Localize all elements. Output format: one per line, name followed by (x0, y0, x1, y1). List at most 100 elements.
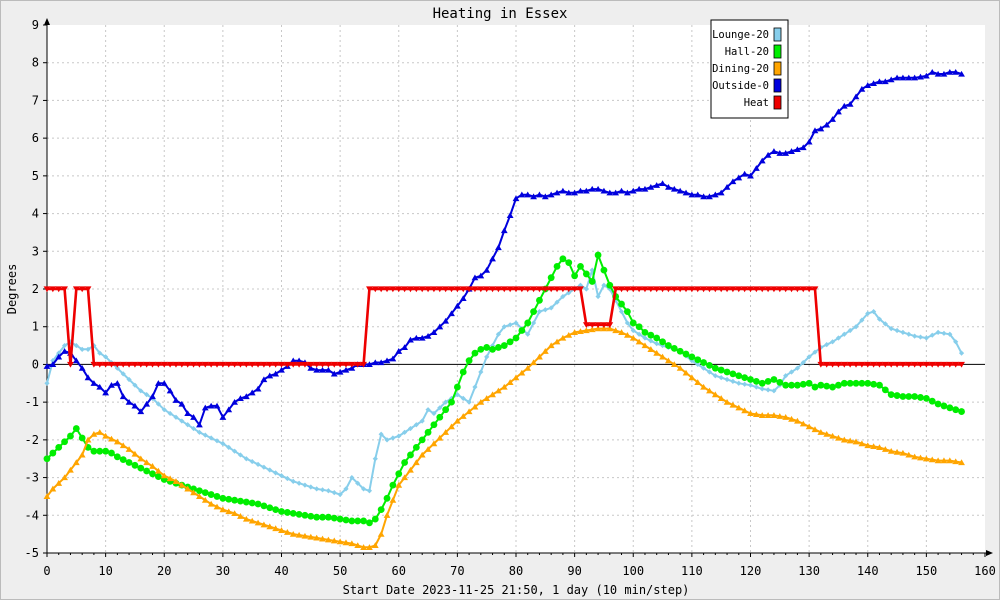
data-point-lounge-20 (308, 484, 314, 490)
data-point-dining-20 (154, 467, 162, 474)
data-point-dining-20 (254, 519, 262, 526)
data-point-dining-20 (418, 451, 426, 458)
data-point-hall-20 (430, 421, 438, 429)
data-point-hall-20 (119, 456, 127, 464)
data-point-dining-20 (618, 329, 625, 335)
data-point-heat (623, 286, 631, 293)
data-point-heat (131, 361, 139, 368)
x-tick-label: 150 (916, 564, 938, 578)
y-tick-label: -3 (25, 471, 39, 485)
data-point-dining-20 (729, 401, 737, 408)
data-point-dining-20 (747, 410, 754, 417)
x-tick-label: 40 (274, 564, 288, 578)
data-point-lounge-20 (372, 456, 378, 462)
data-point-lounge-20 (443, 399, 449, 405)
data-point-dining-20 (149, 463, 156, 469)
data-point-dining-20 (940, 457, 948, 464)
data-point-outside-0 (278, 366, 285, 373)
data-point-lounge-20 (771, 388, 777, 394)
data-point-outside-0 (96, 383, 104, 390)
data-point-lounge-20 (466, 399, 472, 405)
data-point-dining-20 (248, 517, 256, 524)
data-point-outside-0 (835, 108, 842, 115)
data-point-lounge-20 (888, 326, 894, 332)
data-point-hall-20 (295, 510, 303, 518)
data-point-heat (289, 361, 297, 368)
data-point-outside-0 (788, 148, 795, 154)
data-point-lounge-20 (853, 324, 859, 330)
data-point-heat (348, 361, 356, 368)
data-point-lounge-20 (454, 392, 460, 398)
data-point-dining-20 (694, 379, 702, 385)
data-point-heat (366, 286, 373, 293)
data-point-outside-0 (366, 361, 373, 368)
data-point-outside-0 (782, 150, 790, 156)
data-point-heat (149, 361, 156, 368)
data-point-hall-20 (67, 432, 74, 440)
data-point-outside-0 (325, 366, 332, 373)
data-point-outside-0 (395, 348, 403, 354)
data-point-outside-0 (600, 187, 608, 194)
data-point-hall-20 (536, 296, 543, 304)
data-point-outside-0 (436, 323, 444, 330)
data-point-heat (61, 286, 68, 293)
data-point-dining-20 (196, 493, 203, 500)
data-point-lounge-20 (419, 418, 425, 424)
data-point-dining-20 (735, 404, 743, 411)
data-point-hall-20 (366, 519, 373, 527)
data-point-lounge-20 (542, 307, 548, 313)
data-point-lounge-20 (161, 407, 167, 413)
data-point-dining-20 (922, 455, 930, 462)
data-point-outside-0 (893, 74, 901, 81)
data-point-lounge-20 (917, 334, 924, 340)
data-point-heat (84, 286, 92, 293)
data-point-dining-20 (788, 415, 795, 422)
data-point-heat (272, 361, 280, 368)
x-tick-label: 50 (333, 564, 347, 578)
data-point-lounge-20 (402, 429, 408, 435)
data-point-heat (137, 361, 145, 368)
data-point-outside-0 (635, 185, 643, 192)
data-point-dining-20 (172, 478, 180, 484)
data-point-heat (905, 361, 913, 368)
x-tick-label: 120 (740, 564, 762, 578)
data-point-outside-0 (172, 397, 180, 403)
data-point-outside-0 (49, 361, 57, 368)
data-point-hall-20 (371, 515, 379, 523)
data-point-heat (899, 361, 907, 368)
data-point-hall-20 (676, 347, 684, 355)
data-point-dining-20 (794, 417, 801, 424)
data-point-dining-20 (577, 328, 584, 335)
data-point-lounge-20 (923, 335, 929, 341)
data-point-lounge-20 (226, 444, 232, 450)
data-point-hall-20 (125, 459, 133, 466)
y-tick-label: 8 (32, 56, 39, 70)
data-point-hall-20 (647, 331, 655, 339)
data-point-heat (700, 286, 707, 293)
data-point-hall-20 (196, 487, 203, 495)
data-point-hall-20 (330, 514, 338, 522)
data-point-hall-20 (577, 262, 584, 270)
data-point-outside-0 (887, 76, 895, 83)
data-point-dining-20 (559, 334, 567, 341)
data-point-dining-20 (325, 536, 332, 543)
data-point-lounge-20 (261, 464, 267, 470)
data-point-heat (336, 361, 344, 368)
data-point-dining-20 (887, 447, 895, 454)
data-point-hall-20 (283, 509, 291, 516)
x-tick-label: 0 (43, 564, 50, 578)
data-point-dining-20 (301, 532, 309, 539)
data-point-dining-20 (512, 374, 520, 381)
data-point-hall-20 (835, 381, 842, 389)
data-point-lounge-20 (736, 380, 742, 386)
data-point-lounge-20 (712, 373, 718, 379)
data-point-outside-0 (201, 404, 209, 411)
data-point-outside-0 (266, 372, 274, 379)
data-point-dining-20 (225, 508, 233, 515)
data-point-lounge-20 (882, 321, 888, 327)
data-point-outside-0 (231, 398, 238, 405)
data-point-hall-20 (922, 394, 930, 402)
data-point-hall-20 (934, 400, 942, 408)
legend-swatch-outside-0 (773, 78, 782, 93)
data-point-hall-20 (694, 356, 702, 364)
